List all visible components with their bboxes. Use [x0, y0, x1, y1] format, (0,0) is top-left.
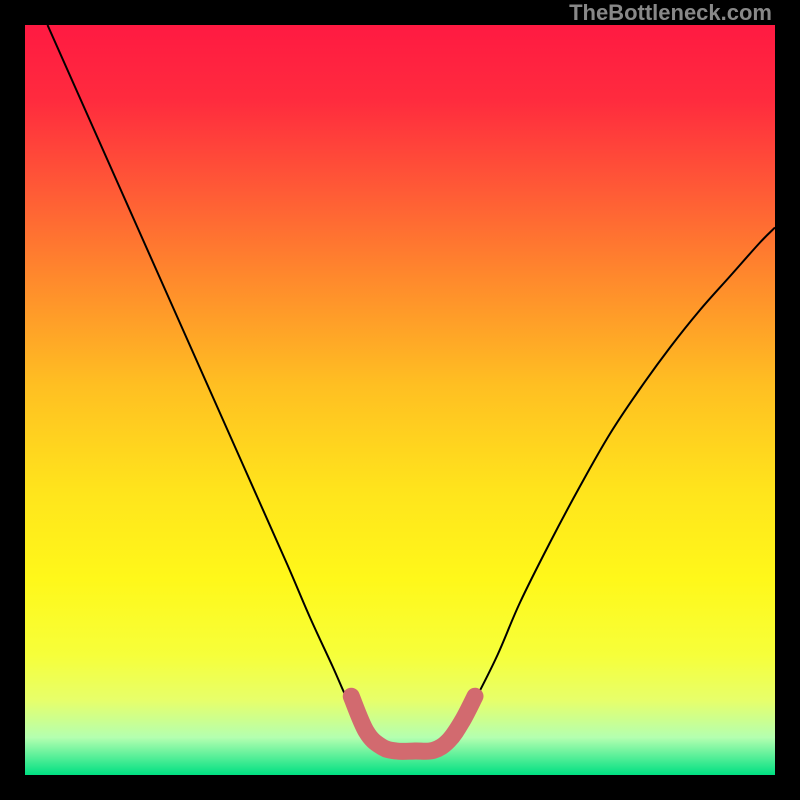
bottleneck-chart — [25, 25, 775, 775]
watermark-text: TheBottleneck.com — [569, 0, 772, 26]
gradient-background — [25, 25, 775, 775]
